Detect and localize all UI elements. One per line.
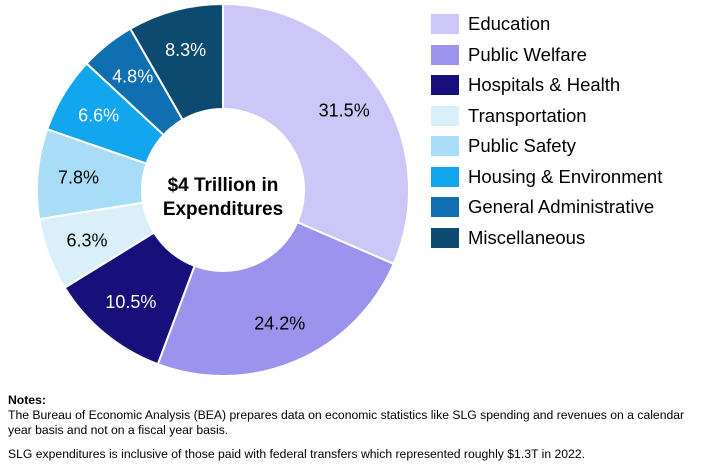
slice-education: [222, 2, 410, 266]
legend-label: Miscellaneous: [468, 226, 586, 248]
legend-swatch: [431, 75, 459, 96]
slice-label-general-administrative: 4.8%: [112, 67, 153, 87]
legend-swatch: [431, 166, 459, 187]
notes-line-federal-transfers: SLG expenditures is inclusive of those p…: [8, 447, 585, 461]
legend-swatch: [431, 14, 459, 35]
legend-item: Housing & Environment: [431, 162, 662, 193]
donut-chart: 31.5% 24.2% 10.5% 6.3% 7.8% 6.6% 4.8% 8.3% $4 T…: [36, 2, 410, 377]
legend-label: Housing & Environment: [468, 165, 663, 187]
notes-heading: Notes:: [8, 393, 46, 407]
center-label-line-1: $4 Trillion in: [168, 175, 279, 196]
legend-swatch: [431, 227, 459, 248]
slice-public-welfare: [156, 220, 396, 377]
center-label-line-2: Expenditures: [163, 199, 283, 220]
donut-labels: 31.5% 24.2% 10.5% 6.3% 7.8% 6.6% 4.8% 8.3%: [58, 40, 370, 334]
legend-label: Education: [468, 13, 551, 35]
chart-legend: Education Public Welfare Hospitals & Healt…: [431, 9, 662, 253]
legend-label: General Administrative: [468, 196, 655, 218]
slice-label-public-safety: 7.8%: [58, 167, 99, 187]
slice-label-hospitals-health: 10.5%: [105, 292, 156, 312]
legend-item: Hospitals & Health: [431, 70, 662, 101]
legend-item: Public Welfare: [431, 40, 662, 71]
legend-swatch: [431, 44, 459, 65]
slice-miscellaneous: [128, 2, 224, 122]
legend-label: Public Welfare: [468, 43, 587, 65]
legend-item: General Administrative: [431, 192, 662, 223]
notes-line-bea: The Bureau of Economic Analysis (BEA) pr…: [8, 408, 685, 437]
notes: Notes: The Bureau of Economic Analysis (…: [8, 393, 698, 462]
legend-item: Miscellaneous: [431, 223, 662, 254]
legend-label: Public Safety: [468, 135, 576, 157]
donut-slices: [36, 2, 410, 377]
legend-label: Transportation: [468, 104, 587, 126]
legend-label: Hospitals & Health: [468, 74, 621, 96]
slice-label-housing-environment: 6.6%: [78, 105, 119, 125]
legend-item: Transportation: [431, 101, 662, 132]
slice-label-transportation: 6.3%: [67, 230, 108, 250]
slice-label-miscellaneous: 8.3%: [165, 40, 206, 60]
legend-swatch: [431, 105, 459, 126]
slice-label-public-welfare: 24.2%: [254, 313, 305, 333]
slice-label-education: 31.5%: [319, 100, 370, 120]
legend-item: Public Safety: [431, 131, 662, 162]
legend-swatch: [431, 136, 459, 157]
legend-item: Education: [431, 9, 662, 40]
legend-swatch: [431, 197, 459, 218]
